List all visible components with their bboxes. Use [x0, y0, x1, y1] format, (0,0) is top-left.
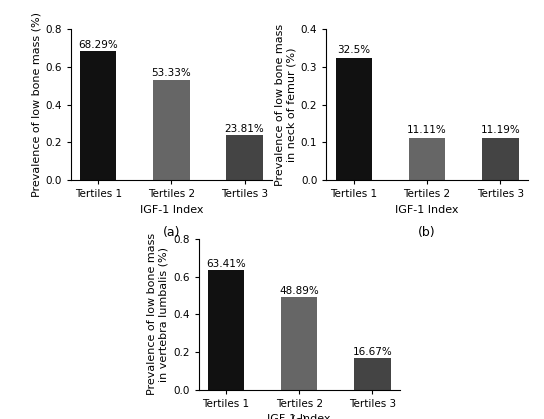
Bar — [208, 270, 244, 390]
Bar — [354, 358, 391, 390]
Y-axis label: Prevalence of low bone mass
in vertebra lumbalis (%): Prevalence of low bone mass in vertebra … — [147, 233, 169, 395]
Bar — [226, 135, 263, 180]
Bar — [80, 52, 116, 180]
Text: 53.33%: 53.33% — [151, 68, 191, 78]
Text: 23.81%: 23.81% — [225, 124, 264, 134]
Text: (b): (b) — [418, 226, 436, 239]
Text: (a): (a) — [163, 226, 180, 239]
Text: 11.19%: 11.19% — [480, 125, 520, 135]
Text: 16.67%: 16.67% — [353, 347, 392, 357]
Text: 11.11%: 11.11% — [407, 125, 447, 135]
Y-axis label: Prevalence of low bone mass (%): Prevalence of low bone mass (%) — [31, 12, 41, 197]
Bar — [482, 138, 518, 180]
X-axis label: IGF-1 Index: IGF-1 Index — [395, 205, 459, 215]
X-axis label: IGF-1 Index: IGF-1 Index — [140, 205, 203, 215]
Text: 32.5%: 32.5% — [337, 44, 370, 54]
Text: 48.89%: 48.89% — [279, 286, 319, 296]
Bar — [281, 297, 318, 390]
Bar — [409, 138, 446, 180]
X-axis label: IGF-1 Index: IGF-1 Index — [268, 414, 331, 419]
Text: 68.29%: 68.29% — [78, 40, 118, 50]
Text: (c): (c) — [291, 415, 307, 419]
Bar — [336, 57, 372, 180]
Bar — [153, 80, 190, 180]
Text: 63.41%: 63.41% — [206, 259, 246, 269]
Y-axis label: Prevalence of low bone mass
in neck of femur (%): Prevalence of low bone mass in neck of f… — [275, 24, 296, 186]
